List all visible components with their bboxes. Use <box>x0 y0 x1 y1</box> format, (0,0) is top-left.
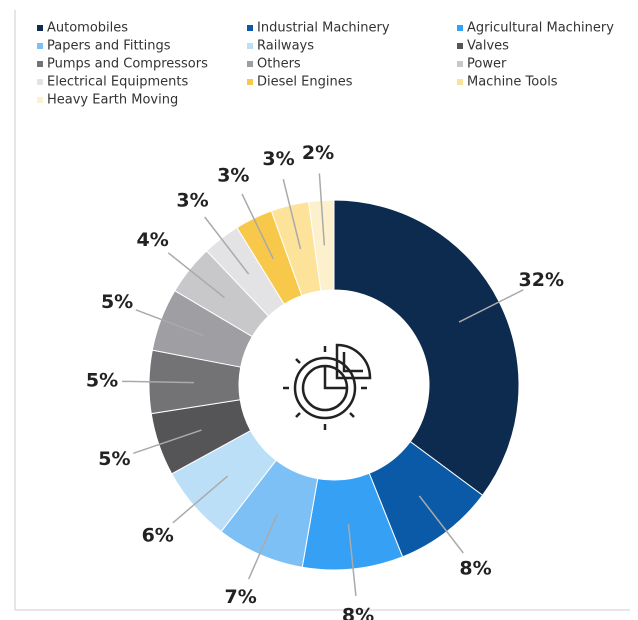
leader-line <box>318 173 326 246</box>
data-label: 32% <box>519 269 564 291</box>
leader-line <box>167 252 226 299</box>
legend-swatch <box>457 25 463 31</box>
donut-slice <box>307 199 335 292</box>
legend-label: Others <box>257 57 301 72</box>
data-label: 5% <box>101 291 133 313</box>
data-label: 3% <box>262 148 294 170</box>
leader-line <box>418 495 464 554</box>
legend-swatch <box>457 79 463 85</box>
legend-swatch <box>37 61 43 67</box>
legend-label: Papers and Fittings <box>47 39 171 54</box>
leader-line <box>247 512 279 580</box>
legend-label: Pumps and Compressors <box>47 57 208 72</box>
data-label: 6% <box>142 524 174 546</box>
donut-slice <box>333 199 520 496</box>
legend-swatch <box>37 79 43 85</box>
data-label: 8% <box>459 557 491 579</box>
leader-line <box>204 216 250 275</box>
leader-line <box>172 475 229 524</box>
legend-label: Industrial Machinery <box>257 21 390 36</box>
legend-label: Machine Tools <box>467 75 558 90</box>
legend-label: Railways <box>257 39 314 54</box>
legend-swatch <box>37 25 43 31</box>
legend-label: Valves <box>467 39 509 54</box>
center-icon <box>283 343 372 430</box>
leader-line <box>282 178 302 250</box>
legend-label: Agricultural Machinery <box>467 21 614 36</box>
legend-swatch <box>37 43 43 49</box>
legend-label: Diesel Engines <box>257 75 353 90</box>
leader-line <box>122 380 195 384</box>
data-label: 2% <box>302 142 334 164</box>
data-label: 3% <box>176 190 208 212</box>
data-label: 5% <box>86 369 118 391</box>
legend-label: Automobiles <box>47 21 128 36</box>
legend-swatch <box>247 43 253 49</box>
leader-line <box>241 193 274 260</box>
data-label: 7% <box>224 586 256 608</box>
legend-swatch <box>37 97 43 103</box>
legend-swatch <box>247 79 253 85</box>
data-label: 3% <box>217 164 249 186</box>
data-label: 5% <box>98 448 130 470</box>
legend-swatch <box>247 61 253 67</box>
legend-swatch <box>457 61 463 67</box>
legend-label: Electrical Equipments <box>47 75 188 90</box>
leader-line <box>135 309 204 337</box>
legend-swatch <box>247 25 253 31</box>
leader-line <box>458 289 524 323</box>
data-label: 4% <box>136 229 168 251</box>
leader-line <box>347 524 357 596</box>
data-label: 8% <box>342 604 374 620</box>
legend-label: Power <box>467 57 507 72</box>
leader-line <box>133 429 202 454</box>
legend-swatch <box>457 43 463 49</box>
legend-label: Heavy Earth Moving <box>47 93 178 108</box>
